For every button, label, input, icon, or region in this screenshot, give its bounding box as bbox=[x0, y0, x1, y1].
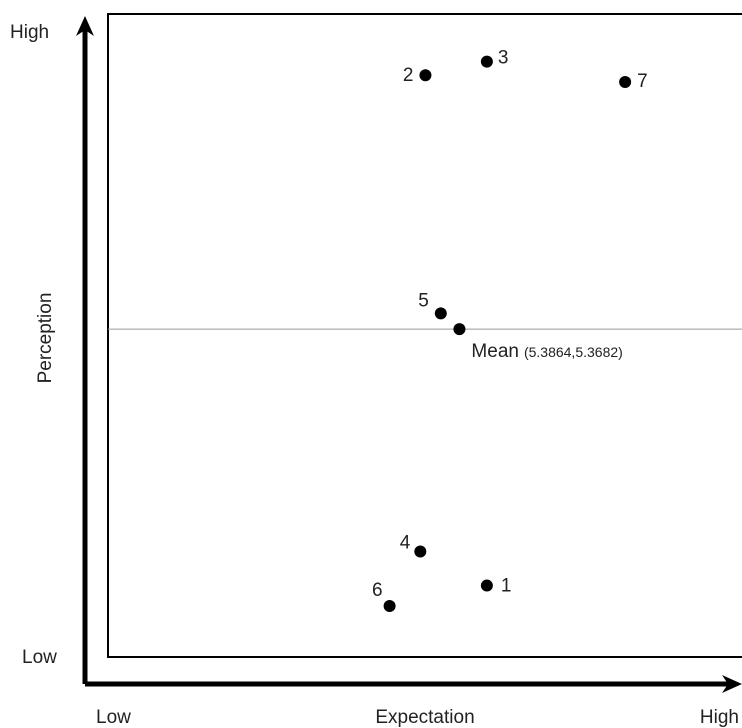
data-point-6 bbox=[383, 599, 396, 612]
data-point-5 bbox=[434, 307, 447, 320]
x-tick-high-label: High bbox=[700, 707, 739, 728]
data-point-7 bbox=[619, 76, 632, 89]
data-point-label-5: 5 bbox=[418, 290, 429, 311]
points-layer: 1 2 3 4 5 6 7 bbox=[372, 48, 648, 612]
data-point-label-1: 1 bbox=[501, 576, 512, 597]
data-point-label-6: 6 bbox=[372, 580, 383, 601]
data-point-4 bbox=[414, 545, 427, 558]
data-point-label-4: 4 bbox=[400, 533, 411, 554]
plot-frame bbox=[107, 13, 742, 658]
data-point-label-3: 3 bbox=[498, 48, 509, 69]
data-point-2 bbox=[419, 69, 432, 82]
data-point-3 bbox=[480, 55, 493, 68]
mean-label-text: Mean bbox=[471, 341, 519, 362]
data-point-label-2: 2 bbox=[403, 65, 414, 86]
mean-label: Mean (5.3864,5.3682) bbox=[471, 341, 622, 362]
y-tick-low-label: Low bbox=[22, 647, 57, 668]
mean-point bbox=[453, 323, 466, 336]
mean-coord-text: (5.3864,5.3682) bbox=[524, 344, 623, 360]
x-axis-label: Expectation bbox=[375, 707, 474, 728]
data-point-1 bbox=[480, 579, 493, 592]
data-point-label-7: 7 bbox=[637, 71, 648, 92]
x-tick-low-label: Low bbox=[96, 707, 131, 728]
y-axis-label: Perception bbox=[35, 293, 56, 384]
y-tick-high-label: High bbox=[10, 22, 49, 43]
